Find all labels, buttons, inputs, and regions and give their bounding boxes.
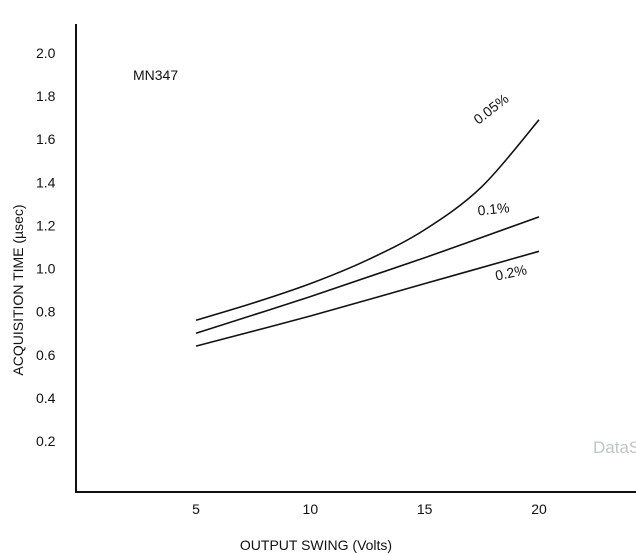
y-tick-label: 2.0 [36,45,56,61]
series-lines [195,119,540,347]
x-tick-label: 15 [417,501,433,517]
y-tick-label: 1.6 [36,131,56,147]
y-axis-title: ACQUISITION TIME (µsec) [10,204,26,375]
x-tick-label: 20 [531,501,547,517]
y-tick-label: 0.2 [36,433,56,449]
series-line [195,250,540,347]
series-label: 0.05% [470,90,511,127]
y-tick-label: 1.2 [36,217,56,233]
y-tick-label: 1.4 [36,174,56,190]
y-tick-label: 1.0 [36,261,56,277]
y-tick-label: 0.4 [36,390,56,406]
series-label: 0.2% [494,261,529,283]
x-axis-ticks: 5 10 15 20 [192,501,547,517]
axes [75,24,636,493]
series-label: 0.1% [477,199,510,218]
series-line [195,216,540,334]
x-tick-label: 5 [192,501,200,517]
watermark-text: DataS [593,438,636,457]
y-axis-ticks: 0.2 0.4 0.6 0.8 1.0 1.2 1.4 1.6 1.8 2.0 [36,45,56,449]
y-tick-label: 0.8 [36,304,56,320]
x-tick-label: 10 [303,501,319,517]
series-line [195,119,540,322]
series-labels: 0.05% 0.1% 0.2% [470,90,528,283]
y-tick-label: 1.8 [36,88,56,104]
y-tick-label: 0.6 [36,347,56,363]
x-axis-title: OUTPUT SWING (Volts) [240,537,392,553]
model-label: MN347 [133,67,178,83]
